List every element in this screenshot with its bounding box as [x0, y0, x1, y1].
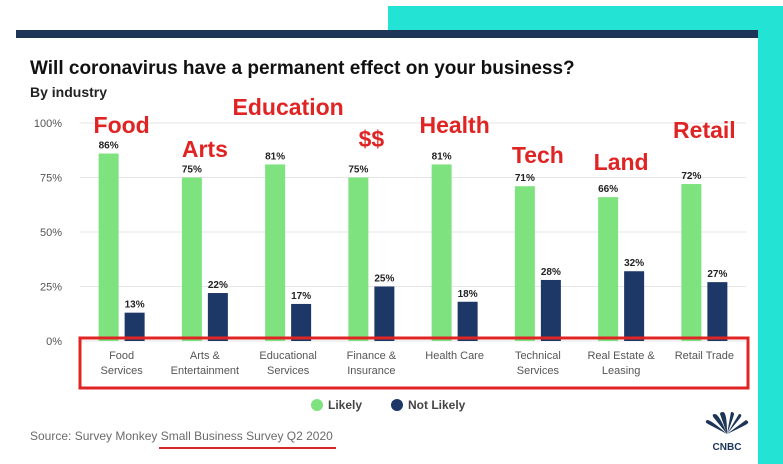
x-tick-label-line: Services: [517, 365, 560, 377]
cnbc-peacock-logo: [705, 412, 749, 434]
bar-value-label: 27%: [707, 269, 727, 280]
x-tick-label: Health Care: [425, 350, 484, 362]
annotation-label: Arts: [182, 136, 228, 162]
legend-marker-likely: [311, 399, 323, 411]
annotation-label: $$: [359, 126, 385, 152]
bar-value-label: 17%: [291, 291, 311, 302]
bar-likely: [181, 177, 202, 341]
bar-likely: [431, 164, 452, 341]
annotation-label: Retail: [673, 117, 736, 143]
chart-title: Will coronavirus have a permanent effect…: [30, 58, 575, 79]
bar-value-label: 66%: [598, 184, 618, 195]
annotation-label: Tech: [512, 142, 564, 168]
bar-not-likely: [207, 293, 228, 341]
y-tick-label: 75%: [40, 173, 62, 185]
x-tick-label: Educational Services: [259, 350, 317, 377]
bar-value-label: 81%: [432, 151, 452, 162]
x-tick-label: Technical Services: [515, 350, 561, 377]
header-bar: [16, 30, 758, 38]
x-tick-label: Arts & Entertainment: [171, 350, 239, 377]
annotation-label: Health: [419, 112, 489, 138]
bar-value-label: 28%: [541, 267, 561, 278]
x-tick-label-line: Technical: [515, 350, 561, 362]
x-tick-label-line: Arts &: [190, 350, 221, 362]
bar-not-likely: [707, 282, 728, 341]
x-axis-labels: Food Services Arts & Entertainment Education…: [101, 350, 735, 377]
x-tick-label-line: Educational: [259, 350, 317, 362]
legend: Likely Not Likely: [311, 398, 466, 412]
x-tick-label-line: Retail Trade: [675, 350, 734, 362]
bar-value-label: 32%: [624, 258, 644, 269]
annotation-label: Food: [94, 112, 150, 138]
x-tick-label-line: Finance &: [347, 350, 397, 362]
x-tick-label: Finance & Insurance: [347, 350, 397, 377]
annotation-label: Education: [233, 94, 344, 120]
bar-not-likely: [291, 303, 312, 341]
bars: [98, 153, 728, 341]
source-note: Source: Survey Monkey Small Business Sur…: [30, 429, 333, 443]
x-tick-label: Real Estate & Leasing: [587, 350, 655, 377]
bar-value-label: 72%: [681, 171, 701, 182]
annotation-label: Land: [594, 149, 649, 175]
bar-not-likely: [624, 271, 645, 341]
bar-likely: [514, 186, 535, 341]
bar-likely: [598, 197, 619, 341]
bar-value-label: 75%: [182, 165, 202, 176]
bar-likely: [265, 164, 286, 341]
x-tick-label-line: Insurance: [347, 365, 395, 377]
bar-not-likely: [540, 279, 561, 341]
x-tick-label: Food Services: [101, 350, 144, 377]
bar-not-likely: [374, 286, 395, 341]
x-tick-label-line: Real Estate &: [587, 350, 655, 362]
legend-marker-not-likely: [391, 399, 403, 411]
bar-value-label: 75%: [348, 165, 368, 176]
chart-subtitle: By industry: [30, 84, 108, 100]
x-tick-label-line: Services: [267, 365, 310, 377]
source-prefix: Source: Survey Monkey: [30, 429, 161, 443]
bar-value-label: 86%: [99, 141, 119, 152]
bar-value-label: 71%: [515, 173, 535, 184]
legend-label: Likely: [328, 398, 362, 412]
x-tick-label-line: Food: [109, 350, 134, 362]
bar-value-label: 81%: [265, 151, 285, 162]
x-tick-label-line: Health Care: [425, 350, 484, 362]
source-highlight: Small Business Survey Q2 2020: [160, 429, 333, 443]
y-tick-label: 100%: [34, 118, 62, 130]
x-tick-label-line: Leasing: [602, 365, 641, 377]
bar-not-likely: [124, 312, 145, 341]
bar-value-label: 25%: [374, 274, 394, 285]
bar-likely: [98, 153, 119, 341]
bar-likely: [348, 177, 369, 341]
chart-card: [16, 30, 758, 464]
cnbc-wordmark: CNBC: [712, 442, 742, 453]
bar-value-label: 18%: [458, 289, 478, 300]
y-tick-label: 50%: [40, 227, 62, 239]
bar-value-label: 13%: [125, 300, 145, 311]
bar-value-label: 22%: [208, 280, 228, 291]
y-tick-label: 25%: [40, 282, 62, 294]
bar-likely: [681, 184, 702, 341]
y-tick-label: 0%: [46, 336, 62, 348]
x-tick-label-line: Entertainment: [171, 365, 239, 377]
x-tick-label-line: Services: [101, 365, 144, 377]
bar-value-labels: 86% 13% 75% 22% 81% 17% 75% 25% 81% 18% 71% 28% 66% 3…: [99, 141, 728, 311]
x-tick-label: Retail Trade: [675, 350, 734, 362]
legend-label: Not Likely: [408, 398, 466, 412]
y-axis-ticks: 0% 25% 50% 75% 100%: [34, 118, 62, 348]
category-highlight-box: [78, 336, 750, 390]
bar-not-likely: [457, 301, 478, 341]
